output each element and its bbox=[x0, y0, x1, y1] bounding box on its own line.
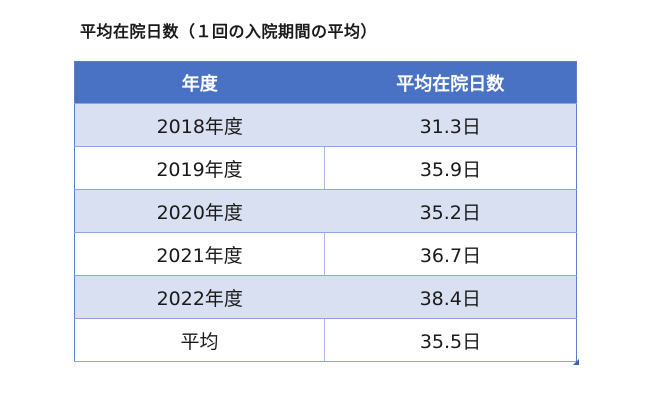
year-cell: 2018年度 bbox=[74, 103, 325, 147]
table-resize-handle-icon[interactable] bbox=[573, 359, 579, 365]
average-days-cell: 35.5日 bbox=[324, 318, 577, 362]
year-cell: 2021年度 bbox=[74, 232, 325, 276]
average-label-cell: 平均 bbox=[74, 318, 325, 362]
year-cell: 2020年度 bbox=[74, 189, 325, 233]
days-cell: 38.4日 bbox=[324, 275, 577, 319]
table-row: 2020年度 35.2日 bbox=[74, 189, 577, 233]
table-container: 年度 平均在院日数 2018年度 31.3日 2019年度 35.9日 2020… bbox=[74, 61, 579, 365]
year-cell: 2022年度 bbox=[74, 275, 325, 319]
table-row: 2018年度 31.3日 bbox=[74, 103, 577, 147]
column-header-average-stay: 平均在院日数 bbox=[324, 61, 577, 104]
table-title: 平均在院日数（１回の入院期間の平均） bbox=[80, 22, 378, 41]
hospital-stay-table: 年度 平均在院日数 2018年度 31.3日 2019年度 35.9日 2020… bbox=[74, 61, 577, 362]
table-row: 2022年度 38.4日 bbox=[74, 275, 577, 319]
year-cell: 2019年度 bbox=[74, 146, 325, 190]
days-cell: 36.7日 bbox=[324, 232, 577, 276]
column-header-year: 年度 bbox=[74, 61, 325, 104]
average-row: 平均 35.5日 bbox=[74, 318, 577, 362]
days-cell: 31.3日 bbox=[324, 103, 577, 147]
header-row: 年度 平均在院日数 bbox=[74, 61, 577, 104]
table-row: 2019年度 35.9日 bbox=[74, 146, 577, 190]
days-cell: 35.2日 bbox=[324, 189, 577, 233]
days-cell: 35.9日 bbox=[324, 146, 577, 190]
table-row: 2021年度 36.7日 bbox=[74, 232, 577, 276]
